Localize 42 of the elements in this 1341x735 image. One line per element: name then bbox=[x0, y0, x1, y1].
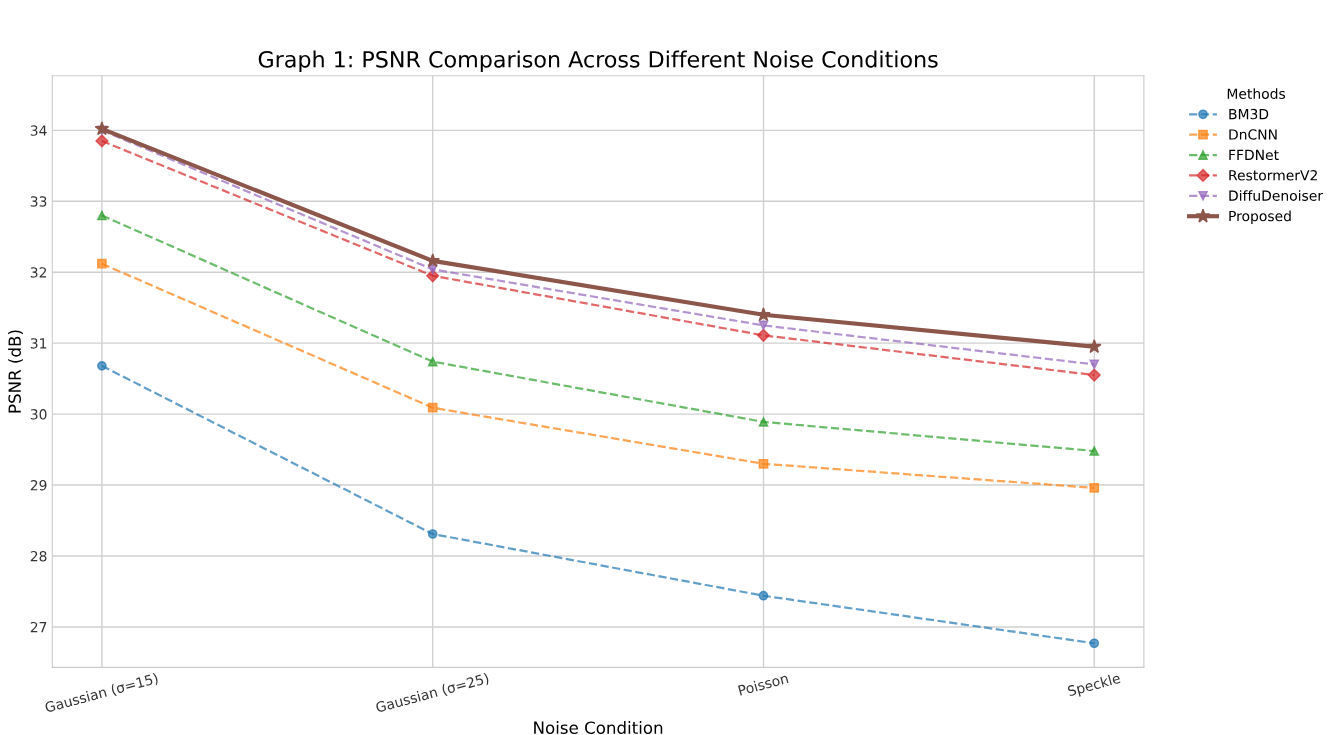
point bbox=[1089, 638, 1100, 649]
point bbox=[427, 529, 438, 539]
y-tick-label: 29 bbox=[30, 480, 47, 491]
point bbox=[758, 320, 769, 331]
y-axis-title: PSNR (dB) bbox=[8, 330, 23, 413]
y-tick-label: 27 bbox=[30, 621, 47, 633]
point bbox=[94, 121, 110, 136]
legend-label: DiffuDenoiser bbox=[1229, 190, 1324, 201]
x-axis-title: Noise Condition bbox=[534, 721, 663, 734]
y-tick-label: 30 bbox=[30, 409, 47, 420]
legend-title: Methods bbox=[1227, 88, 1286, 99]
y-tick-label: 33 bbox=[30, 196, 47, 207]
x-tick-label: Gaussian (σ=25) bbox=[375, 672, 490, 715]
point bbox=[1087, 368, 1101, 382]
point bbox=[1089, 446, 1100, 456]
y-tick-label: 31 bbox=[30, 338, 47, 349]
chart-title: Graph 1: PSNR Comparison Across Different Noise Conditions bbox=[258, 50, 938, 72]
point bbox=[427, 402, 438, 413]
point bbox=[758, 590, 769, 601]
point bbox=[97, 361, 107, 371]
legend-label: DnCNN bbox=[1229, 129, 1277, 140]
x-tick-label: Speckle bbox=[1067, 672, 1122, 700]
point bbox=[97, 210, 107, 221]
point bbox=[758, 458, 769, 469]
x-tick-label: Poisson bbox=[737, 672, 789, 696]
point bbox=[756, 328, 771, 342]
legend-label: RestormerV2 bbox=[1229, 170, 1317, 181]
y-tick-label: 32 bbox=[30, 267, 47, 278]
point bbox=[427, 356, 438, 367]
point bbox=[95, 134, 109, 148]
point bbox=[1089, 359, 1100, 370]
y-tick-label: 34 bbox=[30, 125, 47, 136]
y-tick-label: 28 bbox=[30, 550, 47, 562]
point bbox=[97, 258, 107, 269]
point bbox=[1086, 339, 1102, 354]
legend-label: BM3D bbox=[1229, 108, 1269, 120]
legend-label: FFDNet bbox=[1229, 149, 1279, 161]
point bbox=[756, 307, 771, 322]
x-tick-label: Gaussian (σ=15) bbox=[44, 672, 159, 715]
legend-label: Proposed bbox=[1229, 210, 1291, 224]
point bbox=[1089, 483, 1100, 493]
point bbox=[758, 417, 769, 427]
